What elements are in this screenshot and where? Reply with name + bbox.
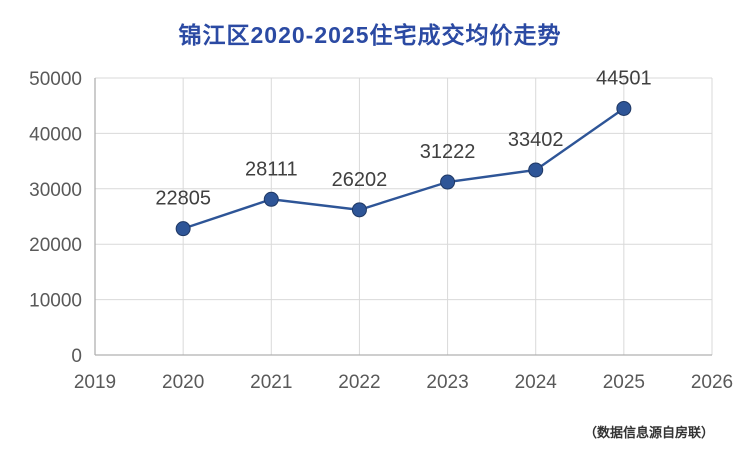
data-label: 28111	[245, 158, 298, 180]
x-tick-label: 2022	[338, 372, 380, 393]
x-tick-label: 2021	[250, 372, 292, 393]
x-tick-label: 2026	[691, 372, 733, 393]
y-tick-label: 20000	[29, 235, 82, 256]
x-tick-label: 2024	[515, 372, 558, 393]
y-tick-label: 50000	[29, 69, 82, 90]
y-tick-label: 40000	[29, 124, 82, 145]
line-chart: 0 10000 20000 30000 40000 50000 2019 2020 2021 20…	[29, 67, 733, 393]
data-label: 31222	[420, 141, 476, 163]
chart-title: 锦江区2020-2025住宅成交均价走势	[178, 22, 562, 48]
data-point	[440, 174, 456, 190]
data-label: 22805	[155, 188, 211, 210]
y-tick-label: 0	[71, 346, 82, 367]
data-point	[263, 191, 279, 207]
x-tick-label: 2023	[426, 372, 468, 393]
data-point	[351, 202, 367, 218]
data-point	[528, 162, 544, 178]
x-tick-label: 2019	[74, 372, 116, 393]
data-label: 26202	[332, 169, 388, 191]
y-tick-label: 30000	[29, 180, 82, 201]
price-line	[182, 107, 625, 230]
data-label: 33402	[508, 129, 564, 151]
y-tick-label: 10000	[29, 291, 82, 312]
data-point	[175, 221, 191, 237]
x-tick-label: 2020	[162, 372, 204, 393]
data-point	[616, 100, 632, 116]
data-label: 44501	[596, 67, 652, 89]
source-note: （数据信息源自房联）	[583, 425, 714, 440]
x-tick-label: 2025	[603, 372, 645, 393]
